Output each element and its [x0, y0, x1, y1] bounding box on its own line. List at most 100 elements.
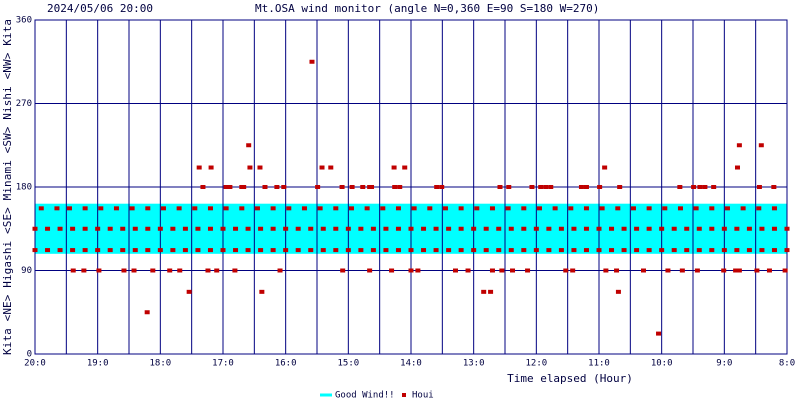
- point: [349, 185, 355, 189]
- point: [771, 185, 777, 189]
- point: [227, 185, 233, 189]
- y-tick-label: 360: [16, 16, 32, 26]
- point: [177, 268, 183, 273]
- point: [45, 226, 51, 231]
- point: [333, 226, 339, 231]
- point: [746, 248, 752, 253]
- point: [70, 248, 76, 253]
- point: [543, 185, 549, 189]
- point: [634, 226, 640, 231]
- point: [552, 206, 558, 211]
- point: [615, 289, 621, 294]
- chart-title: Mt.OSA wind monitor (angle N=0,360 E=90 …: [255, 2, 599, 15]
- point: [596, 248, 602, 253]
- point: [721, 268, 727, 273]
- point: [656, 331, 662, 336]
- point: [596, 226, 602, 231]
- x-tick-label: 18:0: [149, 359, 171, 369]
- point: [82, 226, 88, 231]
- point: [570, 268, 576, 273]
- point: [320, 248, 326, 253]
- point: [481, 289, 487, 294]
- point: [508, 226, 514, 231]
- point: [270, 206, 276, 211]
- point: [317, 206, 323, 211]
- point: [113, 206, 119, 211]
- point: [392, 185, 398, 189]
- point: [320, 226, 326, 231]
- point: [274, 185, 280, 189]
- point: [452, 268, 458, 273]
- point: [358, 248, 364, 253]
- point: [286, 206, 292, 211]
- point: [339, 185, 345, 189]
- point: [160, 206, 166, 211]
- point: [345, 248, 351, 253]
- point: [621, 248, 627, 253]
- y-tick-label: 180: [16, 183, 32, 193]
- x-tick-label: 16:0: [275, 359, 297, 369]
- point: [295, 226, 301, 231]
- point: [364, 206, 370, 211]
- point: [721, 226, 727, 231]
- point: [758, 143, 764, 148]
- point: [446, 248, 452, 253]
- point: [630, 206, 636, 211]
- point: [506, 185, 512, 189]
- point: [434, 185, 440, 189]
- point: [195, 248, 201, 253]
- x-tick-label: 17:0: [212, 359, 234, 369]
- point: [66, 206, 72, 211]
- point: [333, 248, 339, 253]
- point: [145, 248, 151, 253]
- point: [603, 268, 609, 273]
- y-tick-label: 270: [16, 99, 32, 109]
- point: [702, 185, 708, 189]
- point: [207, 248, 213, 253]
- point: [510, 268, 516, 273]
- point: [207, 206, 213, 211]
- point: [679, 268, 685, 273]
- point: [207, 226, 213, 231]
- point: [167, 268, 173, 273]
- point: [499, 268, 505, 273]
- point: [239, 206, 245, 211]
- point: [583, 206, 589, 211]
- x-tick-label: 10:0: [651, 359, 673, 369]
- point: [617, 185, 623, 189]
- point: [721, 248, 727, 253]
- legend-label: Good Wind!!: [335, 391, 395, 400]
- point: [471, 226, 477, 231]
- point: [646, 248, 652, 253]
- point: [360, 185, 366, 189]
- point: [157, 248, 163, 253]
- point: [57, 226, 63, 231]
- point: [107, 248, 113, 253]
- point: [646, 226, 652, 231]
- point: [458, 248, 464, 253]
- point: [205, 268, 211, 273]
- point: [132, 248, 138, 253]
- point: [599, 206, 605, 211]
- point: [258, 248, 264, 253]
- point: [558, 226, 564, 231]
- point: [671, 226, 677, 231]
- point: [246, 143, 252, 148]
- point: [220, 226, 226, 231]
- point: [508, 248, 514, 253]
- point: [370, 226, 376, 231]
- x-tick-label: 11:0: [588, 359, 610, 369]
- point: [521, 226, 527, 231]
- point: [186, 289, 192, 294]
- point: [709, 248, 715, 253]
- point: [546, 248, 552, 253]
- point: [395, 206, 401, 211]
- point: [782, 268, 788, 273]
- point: [120, 248, 126, 253]
- point: [724, 206, 730, 211]
- point: [391, 165, 397, 170]
- point: [233, 248, 239, 253]
- point: [677, 206, 683, 211]
- point: [82, 206, 88, 211]
- point: [192, 206, 198, 211]
